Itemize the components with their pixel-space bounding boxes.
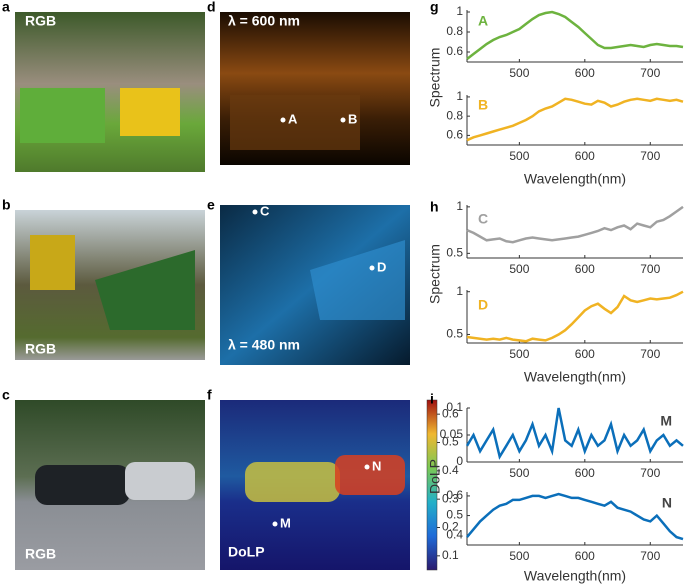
colorbar-tick-label: 0.3 bbox=[442, 491, 459, 505]
y-axis-label: Spectrum bbox=[427, 48, 443, 108]
point-label: D bbox=[377, 259, 386, 274]
panel-letter: f bbox=[207, 387, 212, 403]
panel-letter: h bbox=[430, 199, 439, 215]
machine bbox=[30, 235, 75, 290]
image-caption: λ = 480 nm bbox=[228, 337, 300, 353]
series-label: B bbox=[478, 97, 488, 113]
panel-letter: b bbox=[2, 197, 11, 213]
point-marker bbox=[252, 209, 258, 215]
series-label: C bbox=[478, 211, 488, 227]
series-label: A bbox=[478, 13, 488, 29]
series-line bbox=[466, 10, 684, 60]
image-caption: RGB bbox=[25, 13, 56, 29]
point-marker bbox=[369, 265, 375, 271]
point-label: B bbox=[348, 111, 357, 126]
y-tick-label: 1 bbox=[456, 199, 463, 213]
x-axis-label: Wavelength(nm) bbox=[524, 369, 626, 385]
x-tick-label: 700 bbox=[640, 549, 660, 563]
photos bbox=[15, 12, 438, 571]
point-label: A bbox=[288, 111, 298, 126]
y-tick-label: 0.6 bbox=[446, 128, 463, 142]
series-line bbox=[466, 492, 684, 541]
panel-letter: d bbox=[207, 0, 216, 15]
y-tick-label: 0.5 bbox=[446, 508, 463, 522]
y-tick-label: 0.5 bbox=[446, 246, 463, 260]
point-marker bbox=[272, 521, 278, 527]
point-marker bbox=[340, 117, 346, 123]
x-tick-label: 600 bbox=[575, 347, 595, 361]
point-label: C bbox=[260, 203, 270, 218]
x-tick-label: 600 bbox=[575, 66, 595, 80]
colorbar-tick-label: 0.2 bbox=[442, 520, 459, 534]
series-line bbox=[465, 407, 684, 460]
y-tick-label: 1 bbox=[456, 89, 463, 103]
panel-letter: i bbox=[430, 391, 434, 407]
x-tick-label: 700 bbox=[640, 347, 660, 361]
colorbar-tick-label: 0.5 bbox=[442, 435, 459, 449]
car bbox=[245, 462, 340, 502]
x-tick-label: 500 bbox=[509, 466, 529, 480]
machine bbox=[95, 250, 195, 330]
panel-letter: a bbox=[2, 0, 10, 15]
panel-letter: e bbox=[207, 197, 215, 213]
image-caption: RGB bbox=[25, 341, 56, 357]
x-tick-label: 600 bbox=[575, 149, 595, 163]
image-caption: RGB bbox=[25, 546, 56, 562]
series-label: M bbox=[660, 413, 672, 429]
truck bbox=[230, 95, 360, 150]
point-label: M bbox=[280, 515, 291, 530]
car bbox=[35, 465, 130, 505]
series-line bbox=[466, 290, 684, 343]
y-tick-label: 0.8 bbox=[446, 108, 463, 122]
series-label: D bbox=[478, 297, 488, 313]
point-marker bbox=[280, 117, 286, 123]
x-tick-label: 600 bbox=[575, 466, 595, 480]
colorbar bbox=[426, 399, 438, 571]
x-tick-label: 700 bbox=[640, 466, 660, 480]
car bbox=[335, 455, 405, 495]
car bbox=[125, 462, 195, 500]
point-label: N bbox=[372, 458, 381, 473]
y-tick-label: 0.1 bbox=[446, 400, 463, 414]
colorbar-tick-label: 0.4 bbox=[442, 463, 459, 477]
y-tick-label: 1 bbox=[456, 4, 463, 18]
machine bbox=[310, 240, 405, 320]
y-axis-label: DoLP bbox=[427, 459, 443, 494]
colorbar-tick-label: 0.6 bbox=[442, 406, 459, 420]
x-tick-label: 700 bbox=[640, 149, 660, 163]
y-tick-label: 0 bbox=[456, 454, 463, 468]
image-caption: DoLP bbox=[228, 544, 265, 560]
x-tick-label: 500 bbox=[509, 66, 529, 80]
y-tick-label: 1 bbox=[456, 284, 463, 298]
x-tick-label: 700 bbox=[640, 66, 660, 80]
y-tick-label: 0.8 bbox=[446, 24, 463, 38]
x-tick-label: 500 bbox=[509, 549, 529, 563]
x-tick-label: 600 bbox=[575, 549, 595, 563]
y-tick-label: 0.6 bbox=[446, 488, 463, 502]
colorbar-tick-label: 0.1 bbox=[442, 548, 459, 562]
x-tick-label: 500 bbox=[509, 149, 529, 163]
x-tick-label: 500 bbox=[509, 262, 529, 276]
x-axis-label: Wavelength(nm) bbox=[524, 568, 626, 584]
y-tick-label: 0.4 bbox=[446, 527, 463, 541]
panel-letter: g bbox=[430, 0, 439, 15]
x-tick-label: 500 bbox=[509, 347, 529, 361]
x-axis-label: Wavelength(nm) bbox=[524, 171, 626, 187]
series-line bbox=[466, 97, 684, 142]
panel-letter: c bbox=[2, 387, 10, 403]
image-caption: λ = 600 nm bbox=[228, 13, 300, 29]
y-axis-label: Spectrum bbox=[427, 244, 443, 304]
y-tick-label: 0.5 bbox=[446, 327, 463, 341]
truck bbox=[120, 88, 180, 136]
series-label: N bbox=[662, 495, 672, 511]
y-tick-label: 0.6 bbox=[446, 44, 463, 58]
truck bbox=[20, 88, 105, 143]
y-tick-label: 0.05 bbox=[440, 427, 464, 441]
point-marker bbox=[364, 464, 370, 470]
series-line bbox=[466, 205, 684, 244]
x-tick-label: 700 bbox=[640, 262, 660, 276]
x-tick-label: 600 bbox=[575, 262, 595, 276]
